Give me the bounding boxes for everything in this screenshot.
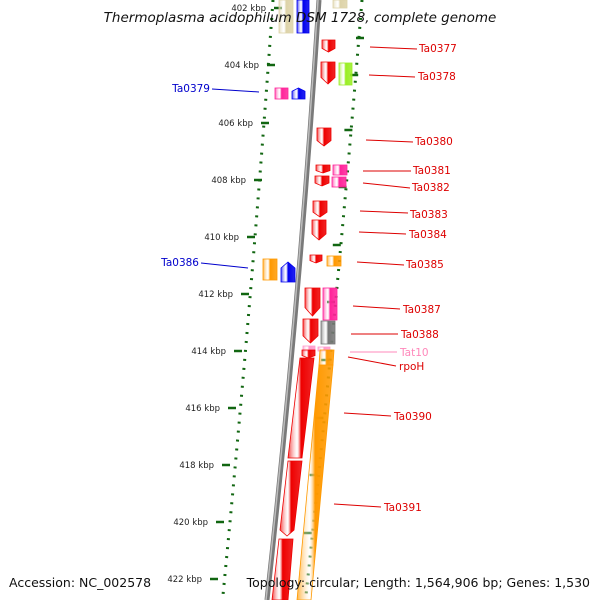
feature-pink-0387 bbox=[322, 287, 338, 321]
leader-line-Ta0379 bbox=[211, 88, 260, 93]
gene-label-Ta0383: Ta0383 bbox=[409, 209, 448, 221]
feature-pink-0381 bbox=[332, 164, 348, 176]
leader-line-Ta0386 bbox=[200, 262, 249, 269]
gene-label-Ta0386: Ta0386 bbox=[160, 257, 199, 269]
gene-bar-Ta0390 bbox=[287, 357, 315, 459]
feature-orange-long-head bbox=[318, 349, 335, 366]
feature-blue-0386 bbox=[280, 261, 296, 283]
gene-arrow-Ta0384 bbox=[311, 219, 327, 241]
gene-arrow-Ta0382 bbox=[314, 175, 330, 187]
genome-title: Thermoplasma acidophilum DSM 1728, compl… bbox=[103, 10, 497, 26]
gene-arrow-rpoH bbox=[301, 349, 316, 359]
gene-label-Ta0384: Ta0384 bbox=[408, 229, 447, 241]
gene-arrow-Ta0387 bbox=[304, 287, 321, 317]
feature-pink-0382 bbox=[331, 176, 347, 188]
ruler-label: 414 kbp bbox=[191, 347, 226, 357]
feature-tan-top-right bbox=[332, 0, 348, 9]
gene-label-Ta0381: Ta0381 bbox=[412, 165, 451, 177]
gene-label-Ta0378: Ta0378 bbox=[417, 71, 456, 83]
gene-label-Ta0390: Ta0390 bbox=[393, 411, 432, 423]
gene-arrow-Ta0377 bbox=[321, 39, 336, 53]
gene-label-Ta0380: Ta0380 bbox=[414, 136, 453, 148]
gene-label-rpoH: rpoH bbox=[399, 361, 424, 373]
gene-arrow-Ta0381 bbox=[315, 164, 331, 174]
gene-label-Ta0387: Ta0387 bbox=[402, 304, 441, 316]
ruler-label: 410 kbp bbox=[204, 233, 239, 243]
feature-orange-0385 bbox=[326, 255, 342, 267]
accession-text: Accession: NC_002578 bbox=[9, 575, 152, 590]
gene-arrow-Ta0380 bbox=[316, 127, 332, 147]
ruler-label: 406 kbp bbox=[218, 119, 253, 129]
feature-gray-0388 bbox=[320, 320, 336, 345]
gene-arrow-Ta0378 bbox=[320, 61, 336, 85]
feature-blue-top bbox=[296, 0, 310, 34]
leader-line-Ta0384 bbox=[358, 231, 407, 235]
ruler-label: 404 kbp bbox=[224, 61, 259, 71]
gene-box-Ta0386 bbox=[262, 258, 278, 281]
leader-line-Ta0390 bbox=[343, 412, 392, 417]
leader-line-rpoH bbox=[347, 356, 397, 367]
gene-label-Ta0385: Ta0385 bbox=[405, 259, 444, 271]
ruler-label: 412 kbp bbox=[198, 290, 233, 300]
gene-bar-next bbox=[271, 538, 294, 601]
gene-bar-Ta0391 bbox=[279, 460, 303, 537]
gene-label-Tat10: Tat10 bbox=[399, 347, 429, 359]
feature-green bbox=[338, 62, 353, 86]
gene-label-Ta0379: Ta0379 bbox=[171, 83, 210, 95]
leader-line-Ta0385 bbox=[356, 261, 405, 266]
feature-tan-top bbox=[278, 0, 294, 34]
leader-line-Ta0383 bbox=[359, 210, 409, 214]
genome-backbone-highlight bbox=[265, 0, 319, 601]
ruler-label: 422 kbp bbox=[167, 575, 202, 585]
gene-arrow-Ta0388 bbox=[302, 318, 319, 344]
ruler-label: 418 kbp bbox=[179, 461, 214, 471]
leader-line-Ta0391 bbox=[333, 503, 382, 508]
ruler-label: 408 kbp bbox=[211, 176, 246, 186]
gene-arrow-Ta0383 bbox=[312, 200, 328, 218]
leader-line-Ta0378 bbox=[368, 74, 416, 78]
gene-box-Ta0379 bbox=[274, 87, 289, 100]
gene-arrow-Ta0385 bbox=[309, 254, 323, 264]
gene-label-Ta0377: Ta0377 bbox=[418, 43, 457, 55]
genome-backbone bbox=[264, 0, 322, 601]
gene-label-Ta0391: Ta0391 bbox=[383, 502, 422, 514]
leader-line-Ta0387 bbox=[352, 305, 401, 310]
genome-info-text: Topology: circular; Length: 1,564,906 bp… bbox=[246, 575, 590, 590]
leader-line-Ta0380 bbox=[365, 139, 414, 143]
ruler-label: 402 kbp bbox=[231, 4, 266, 14]
gene-label-Ta0388: Ta0388 bbox=[400, 329, 439, 341]
feature-blue-0379 bbox=[291, 87, 306, 100]
gene-label-Ta0382: Ta0382 bbox=[411, 182, 450, 194]
leader-line-Ta0377 bbox=[369, 46, 418, 50]
left-dotted-track bbox=[221, 0, 275, 596]
leader-line-Ta0382 bbox=[362, 182, 411, 189]
ruler-label: 420 kbp bbox=[173, 518, 208, 528]
ruler-label: 416 kbp bbox=[185, 404, 220, 414]
